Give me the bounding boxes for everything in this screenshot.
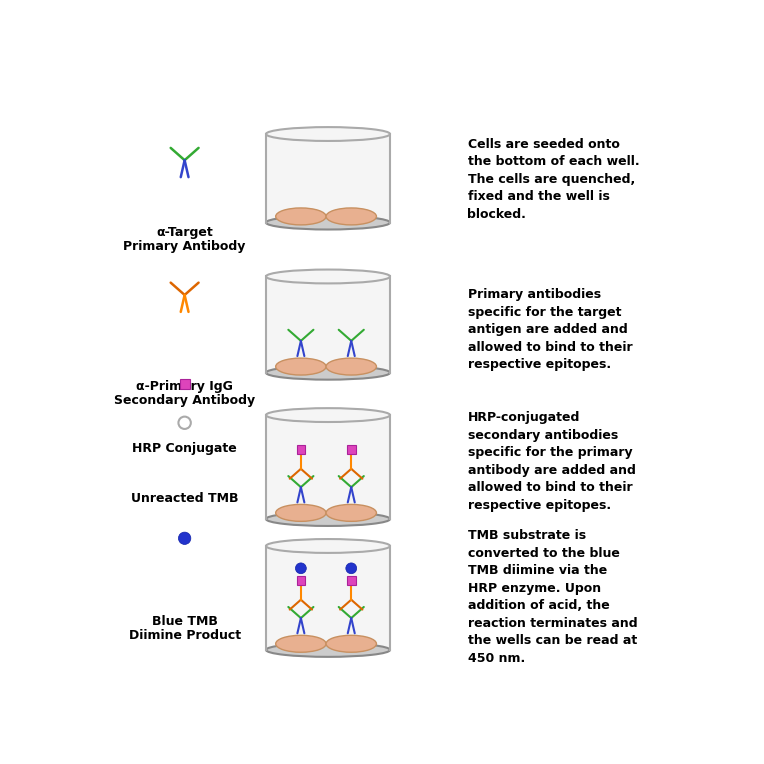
Ellipse shape bbox=[276, 208, 326, 225]
Bar bbox=[347, 445, 355, 454]
Bar bbox=[180, 379, 189, 390]
Text: Unreacted TMB: Unreacted TMB bbox=[131, 492, 238, 505]
Ellipse shape bbox=[326, 208, 377, 225]
Ellipse shape bbox=[276, 358, 326, 375]
Ellipse shape bbox=[326, 636, 377, 652]
Text: α-Target: α-Target bbox=[157, 226, 213, 239]
Ellipse shape bbox=[266, 127, 390, 141]
Text: Secondary Antibody: Secondary Antibody bbox=[114, 394, 255, 407]
Text: Primary antibodies
specific for the target
antigen are added and
allowed to bind: Primary antibodies specific for the targ… bbox=[468, 288, 632, 371]
Ellipse shape bbox=[276, 504, 326, 521]
Ellipse shape bbox=[266, 512, 390, 526]
Ellipse shape bbox=[266, 215, 390, 229]
Text: HRP Conjugate: HRP Conjugate bbox=[132, 442, 237, 455]
Bar bbox=[266, 277, 390, 373]
Text: Primary Antibody: Primary Antibody bbox=[124, 241, 246, 254]
Ellipse shape bbox=[346, 563, 357, 574]
Ellipse shape bbox=[266, 643, 390, 657]
Bar bbox=[296, 576, 305, 585]
Ellipse shape bbox=[276, 636, 326, 652]
Bar bbox=[266, 546, 390, 650]
Ellipse shape bbox=[296, 563, 306, 574]
Ellipse shape bbox=[266, 366, 390, 380]
Ellipse shape bbox=[266, 270, 390, 283]
Ellipse shape bbox=[266, 539, 390, 553]
Ellipse shape bbox=[179, 532, 191, 545]
Ellipse shape bbox=[326, 504, 377, 521]
Bar bbox=[266, 134, 390, 222]
Text: Diimine Product: Diimine Product bbox=[128, 629, 241, 642]
Text: Cells are seeded onto
the bottom of each well.
The cells are quenched,
fixed and: Cells are seeded onto the bottom of each… bbox=[468, 138, 639, 221]
Bar bbox=[347, 576, 355, 585]
Ellipse shape bbox=[326, 358, 377, 375]
Ellipse shape bbox=[266, 408, 390, 422]
Text: HRP-conjugated
secondary antibodies
specific for the primary
antibody are added : HRP-conjugated secondary antibodies spec… bbox=[468, 411, 636, 512]
Text: Blue TMB: Blue TMB bbox=[152, 615, 218, 628]
Text: α-Primary IgG: α-Primary IgG bbox=[136, 380, 233, 393]
Bar bbox=[296, 445, 305, 454]
Text: TMB substrate is
converted to the blue
TMB diimine via the
HRP enzyme. Upon
addi: TMB substrate is converted to the blue T… bbox=[468, 529, 637, 665]
Bar bbox=[266, 415, 390, 519]
